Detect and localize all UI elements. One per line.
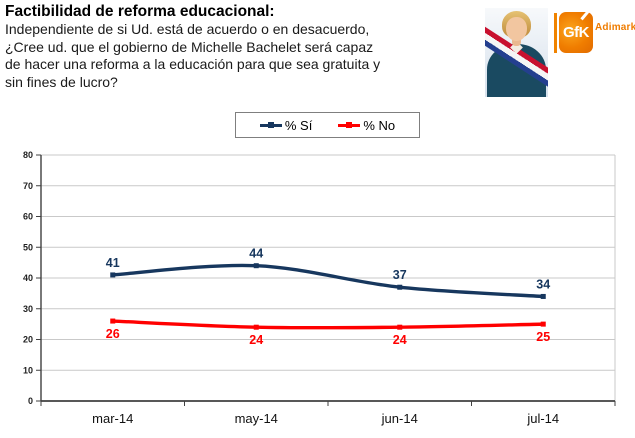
portrait-face — [506, 17, 527, 41]
x-axis-label: may-14 — [235, 411, 278, 426]
chart-svg: 0 10 20 30 40 50 60 70 80 mar-14 may-14 jun-14 jul-1… — [23, 150, 616, 426]
data-point — [253, 263, 259, 269]
data-point — [110, 272, 116, 278]
legend-label-si: % Sí — [284, 117, 313, 133]
y-axis-label: 0 — [28, 396, 33, 406]
legend-marker-si-point — [267, 122, 274, 128]
series-line-no — [111, 319, 545, 330]
line-chart: 0 10 20 30 40 50 60 70 80 mar-14 may-14 jun-14 jul-1… — [0, 147, 635, 438]
y-axis-label: 40 — [23, 273, 33, 283]
legend-marker-no-point — [346, 122, 353, 128]
question-line: Independiente de si Ud. está de acuerdo … — [5, 21, 370, 37]
x-axis-label: jul-14 — [526, 411, 559, 426]
legend-label-no: % No — [363, 117, 396, 133]
question-line: de hacer una reforma a la educación para… — [5, 56, 381, 72]
legend-item-si: % Sí — [259, 117, 313, 133]
data-point — [540, 321, 546, 327]
y-axis-label: 70 — [23, 181, 33, 191]
adimark-logo-text: Adimark — [595, 22, 635, 33]
y-axis-label: 30 — [23, 304, 33, 314]
question-line: ¿Cree ud. que el gobierno de Michelle Ba… — [5, 38, 374, 55]
legend-item-no: % No — [338, 118, 395, 133]
gfk-logo-box: GfK — [559, 8, 593, 53]
data-point — [253, 324, 259, 330]
data-label: 41 — [106, 256, 120, 270]
y-axis-label: 60 — [23, 212, 33, 222]
question-line: sin fines de lucro? — [5, 73, 118, 90]
y-axis-label: 50 — [23, 242, 33, 252]
data-label: 34 — [536, 277, 550, 291]
series-line-si — [111, 263, 545, 299]
data-point — [397, 284, 403, 290]
data-point — [397, 324, 403, 330]
data-label: 24 — [393, 333, 407, 347]
data-label: 44 — [249, 247, 263, 261]
y-axis-label: 20 — [23, 335, 33, 345]
portrait-neck — [512, 37, 521, 46]
x-axis-label: jun-14 — [381, 411, 418, 426]
legend-marker-no — [338, 122, 361, 128]
bachelet-portrait-photo — [485, 8, 548, 97]
data-label: 26 — [106, 327, 120, 341]
data-label: 37 — [393, 268, 407, 282]
data-label: 25 — [536, 330, 550, 344]
data-point — [110, 318, 116, 324]
question-block: Factibilidad de reforma educacional: Ind… — [5, 2, 483, 91]
data-label: 24 — [249, 333, 263, 347]
gfk-adimark-logo: GfK Adimark — [554, 8, 635, 54]
logo-accent-bar — [554, 13, 557, 53]
chart-title: Factibilidad de reforma educacional: — [5, 3, 275, 20]
chart-legend: % Sí % No — [235, 112, 420, 138]
x-axis-label: mar-14 — [92, 411, 133, 426]
y-axis-label: 10 — [23, 365, 33, 375]
y-axis-label: 80 — [23, 150, 33, 160]
data-point — [540, 293, 546, 299]
gfk-logo-slash — [580, 8, 591, 21]
legend-marker-si — [259, 122, 282, 128]
gfk-logo-text: GfK — [563, 24, 590, 41]
